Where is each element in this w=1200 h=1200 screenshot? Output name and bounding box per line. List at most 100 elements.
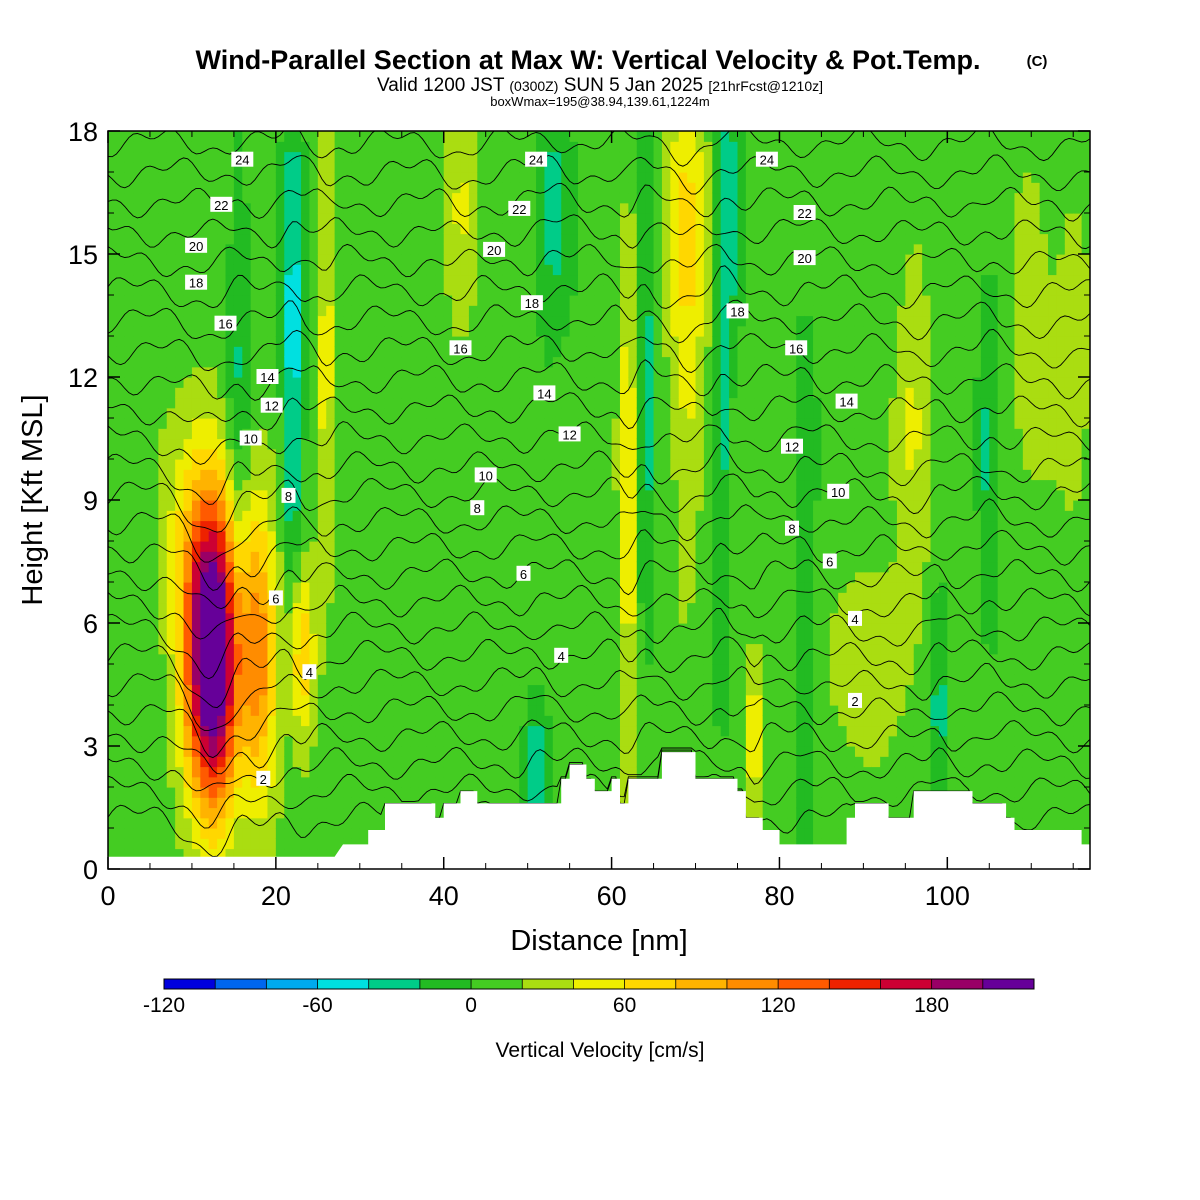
w-cell [158, 325, 168, 337]
w-cell [401, 397, 411, 409]
w-cell [175, 787, 185, 798]
w-cell [275, 438, 285, 450]
w-cell [435, 213, 445, 224]
w-cell [569, 418, 579, 429]
w-cell [166, 243, 176, 255]
w-cell [401, 602, 411, 614]
w-cell [678, 582, 688, 593]
w-cell [586, 510, 596, 522]
w-cell [326, 336, 336, 347]
w-cell [166, 387, 176, 399]
w-cell [116, 397, 126, 409]
w-cell [351, 633, 361, 645]
w-cell [611, 500, 621, 511]
w-cell [233, 459, 243, 470]
w-cell [485, 694, 495, 706]
w-cell [477, 213, 487, 224]
w-cell [569, 520, 579, 532]
w-cell [183, 551, 193, 563]
w-cell [267, 643, 277, 655]
w-cell [460, 602, 470, 614]
w-cell [628, 766, 638, 778]
w-cell [410, 459, 420, 470]
w-cell [301, 479, 311, 491]
w-cell [284, 571, 294, 583]
w-cell [242, 459, 252, 470]
w-cell [619, 202, 629, 214]
w-cell [217, 592, 227, 604]
w-cell [175, 561, 185, 573]
w-cell [586, 684, 596, 696]
w-cell [460, 428, 470, 440]
w-cell [569, 223, 579, 235]
w-cell [284, 592, 294, 604]
w-cell [678, 141, 688, 153]
w-cell [183, 787, 193, 798]
w-cell [334, 172, 344, 183]
w-cell [301, 530, 311, 542]
w-cell [166, 356, 176, 368]
w-cell [603, 243, 613, 255]
w-cell [494, 448, 504, 460]
w-cell [292, 182, 302, 194]
w-cell [619, 366, 629, 378]
w-cell [586, 766, 596, 778]
w-cell [460, 407, 470, 419]
w-cell [384, 213, 394, 224]
w-cell [351, 448, 361, 460]
w-cell [108, 448, 117, 460]
w-cell [208, 787, 218, 798]
w-cell [242, 715, 252, 727]
w-cell [149, 418, 159, 429]
w-cell [359, 746, 369, 757]
w-cell [233, 325, 243, 337]
w-cell [242, 797, 252, 809]
w-cell [301, 510, 311, 522]
w-cell [426, 233, 436, 245]
w-cell [108, 838, 117, 850]
w-cell [309, 469, 319, 481]
w-cell [124, 725, 134, 737]
w-cell [343, 674, 352, 686]
w-cell [166, 223, 176, 235]
w-cell [569, 541, 579, 552]
w-cell [124, 643, 134, 655]
w-cell [175, 131, 185, 142]
w-cell [619, 459, 629, 470]
w-cell [426, 366, 436, 378]
w-cell [435, 325, 445, 337]
w-cell [250, 838, 260, 850]
w-cell [485, 479, 495, 491]
w-cell [116, 817, 126, 829]
w-cell [418, 489, 428, 501]
w-cell [250, 254, 260, 265]
w-cell [544, 438, 554, 450]
w-cell [309, 325, 319, 337]
w-cell [569, 407, 579, 419]
w-cell [191, 213, 201, 224]
w-cell [452, 664, 462, 675]
w-cell [124, 602, 134, 614]
w-cell [259, 479, 269, 491]
w-cell [343, 735, 352, 747]
w-cell [149, 264, 159, 276]
w-cell [217, 530, 227, 542]
w-cell [225, 551, 235, 563]
w-cell [284, 633, 294, 645]
w-cell [225, 274, 235, 286]
w-cell [468, 192, 478, 204]
w-cell [561, 131, 571, 142]
w-cell [149, 807, 159, 819]
w-cell [200, 397, 210, 409]
w-cell [561, 223, 571, 235]
w-cell [284, 766, 294, 778]
w-cell [116, 571, 126, 583]
w-cell [141, 705, 151, 716]
w-cell [259, 715, 269, 727]
w-cell [376, 500, 386, 511]
w-cell [217, 479, 227, 491]
w-cell [544, 674, 554, 686]
w-cell [586, 161, 596, 173]
w-cell [141, 295, 151, 306]
w-cell [242, 510, 252, 522]
